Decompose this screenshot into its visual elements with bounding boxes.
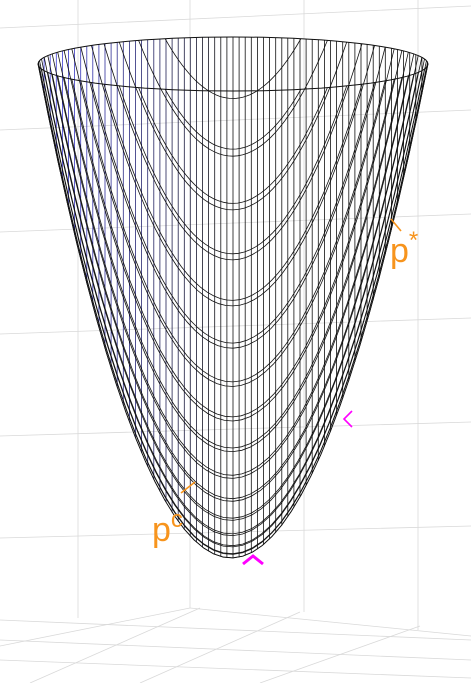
annotation-p-star: p* [390,218,418,270]
mesh-line [51,74,415,500]
mesh-line [43,57,423,521]
mesh-line [47,55,419,502]
grid-line [0,109,471,131]
mesh-line [47,72,419,519]
p-star-base: p [390,232,409,270]
mesh-line [71,79,395,418]
mesh-line [103,84,363,301]
floor-line [189,607,471,637]
mesh-line [71,48,395,387]
mesh-line [91,45,375,307]
floor-line [139,611,301,683]
point-markers [242,410,353,566]
right-edge-marker-icon [342,410,353,428]
floor-line [259,625,421,683]
grid-line [0,525,471,539]
floor-line [0,619,471,641]
floor-line [0,607,191,647]
mesh-line [91,82,375,344]
p-star-pointer [390,218,402,232]
p-star-sup: * [409,227,418,254]
floor-grid [0,607,471,683]
floor-line [0,639,471,661]
floor-line [29,607,201,683]
mesh-line [138,40,328,157]
mesh-line [164,38,302,99]
grid-line [0,317,471,335]
mesh-line [80,46,386,349]
annotation-p-c: pc [152,481,196,549]
p-c-label: pc [152,506,183,549]
floor-line [0,659,471,679]
p-star-label: p* [390,227,418,270]
mesh-line [118,41,348,211]
p-c-sup: c [171,506,183,533]
mesh-line [103,43,363,261]
mesh-line [51,53,415,479]
grid-line [0,5,471,29]
mesh-line [138,87,328,204]
mesh-line [80,80,386,383]
mesh-line [57,52,409,453]
mesh-rim [37,36,429,92]
mesh-line [164,89,302,150]
mesh-line [39,67,427,555]
mesh-line [63,77,403,449]
mesh-line [118,85,348,255]
mesh-line [41,58,425,537]
p-c-base: p [152,511,171,549]
mesh-line [63,50,403,422]
mesh-line [41,69,425,547]
mesh-line [43,70,423,535]
mesh-line [38,65,428,559]
grid-line [0,421,471,437]
paraboloid-mesh [37,36,429,559]
mesh-line [57,75,409,476]
optimum-marker-icon [242,554,264,566]
p-c-pointer [180,481,196,494]
